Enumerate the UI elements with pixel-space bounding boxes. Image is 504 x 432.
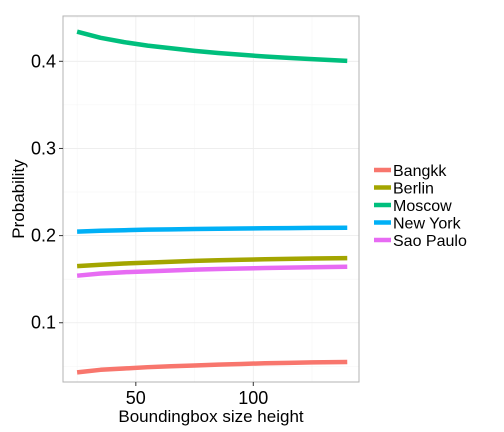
series-line-bangkk: [76, 359, 348, 375]
series-line-sao-paulo: [76, 264, 348, 278]
y-tick-label: 0.1: [31, 313, 56, 333]
x-tick-label: 100: [238, 388, 268, 408]
y-tick-label: 0.4: [31, 51, 56, 71]
x-tick-label: 50: [126, 388, 146, 408]
plot-panel: [63, 16, 359, 382]
y-tick-label: 0.3: [31, 138, 56, 158]
legend-label: Bangkk: [393, 163, 447, 180]
legend-label: Berlin: [393, 181, 434, 198]
x-axis-ticks: 50 100: [126, 382, 268, 408]
series-lines: [76, 29, 348, 375]
series-line-new-york: [77, 225, 348, 234]
x-axis-title: Boundingbox size height: [118, 407, 304, 426]
y-axis-title: Probability: [9, 159, 28, 239]
legend-label: New York: [393, 216, 462, 233]
grid-lines: [63, 16, 359, 382]
series-line-berlin: [76, 255, 348, 269]
y-tick-label: 0.2: [31, 226, 56, 246]
series-line-moscow: [76, 29, 348, 64]
legend-label: Moscow: [393, 198, 452, 215]
y-axis-ticks: 0.1 0.2 0.3 0.4: [31, 51, 63, 333]
legend-label: Sao Paulo: [393, 233, 467, 250]
plot-border: [62, 15, 360, 383]
